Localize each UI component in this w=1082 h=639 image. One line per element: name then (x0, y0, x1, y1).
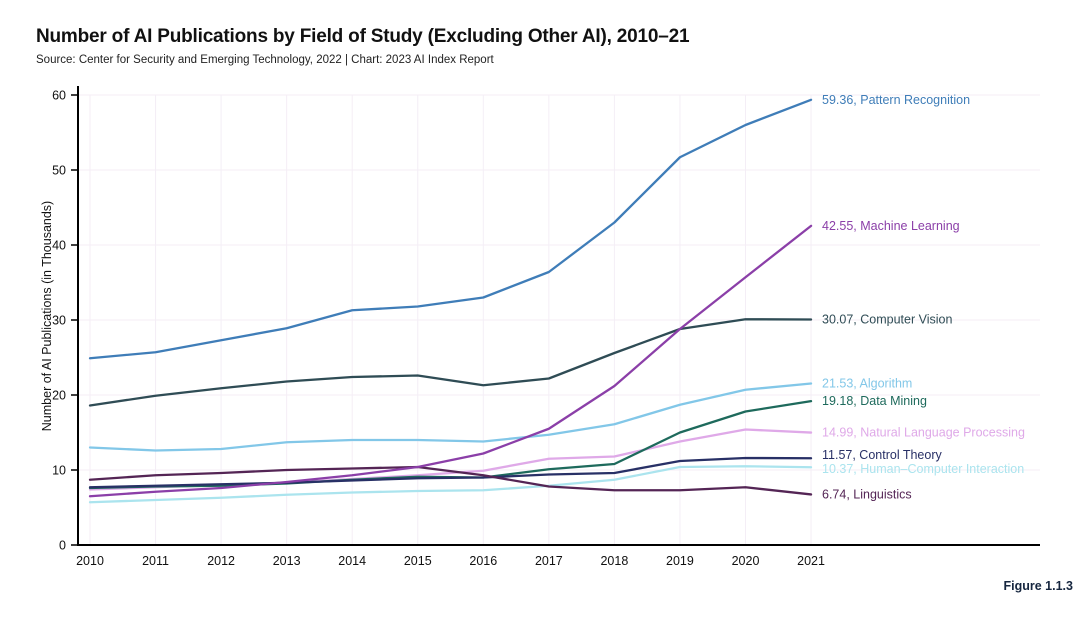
y-tick-label: 30 (52, 314, 66, 328)
label-linguistics: 6.74, Linguistics (822, 487, 912, 501)
y-tick-label: 50 (52, 164, 66, 178)
y-tick-label: 0 (59, 539, 66, 553)
x-tick-label: 2012 (207, 554, 235, 568)
line-computer-vision (88, 318, 813, 407)
y-tick-label: 40 (52, 239, 66, 253)
label-control-theory: 11.57, Control Theory (822, 448, 942, 462)
x-tick-label: 2020 (732, 554, 760, 568)
x-tick-label: 2011 (142, 554, 169, 568)
x-tick-label: 2019 (666, 554, 694, 568)
line-data-mining (88, 399, 813, 490)
label-human-computer-interaction: 10.37, Human–Computer Interaction (822, 462, 1024, 476)
y-tick-label: 20 (52, 389, 66, 403)
x-tick-label: 2021 (797, 554, 825, 568)
figure-caption: Figure 1.1.3 (1003, 579, 1073, 593)
line-linguistics (88, 465, 813, 496)
line-algorithm (88, 382, 813, 452)
label-natural-language-processing: 14.99, Natural Language Processing (822, 426, 1025, 440)
x-tick-label: 2017 (535, 554, 563, 568)
line-pattern-recognition (88, 98, 813, 360)
x-tick-label: 2010 (76, 554, 104, 568)
line-machine-learning (88, 224, 813, 498)
label-algorithm: 21.53, Algorithm (822, 377, 912, 391)
label-computer-vision: 30.07, Computer Vision (822, 312, 952, 326)
label-machine-learning: 42.55, Machine Learning (822, 219, 960, 233)
y-tick-label: 10 (52, 464, 66, 478)
label-data-mining: 19.18, Data Mining (822, 394, 927, 408)
chart-source: Source: Center for Security and Emerging… (36, 54, 494, 66)
chart-title: Number of AI Publications by Field of St… (36, 26, 690, 47)
label-pattern-recognition: 59.36, Pattern Recognition (822, 93, 970, 107)
x-tick-label: 2015 (404, 554, 432, 568)
x-tick-label: 2018 (600, 554, 628, 568)
y-tick-label: 60 (52, 89, 66, 103)
x-tick-label: 2014 (338, 554, 366, 568)
line-control-theory (88, 456, 813, 489)
line-human-computer-interaction (88, 465, 813, 504)
x-tick-label: 2016 (469, 554, 497, 568)
x-tick-label: 2013 (273, 554, 301, 568)
